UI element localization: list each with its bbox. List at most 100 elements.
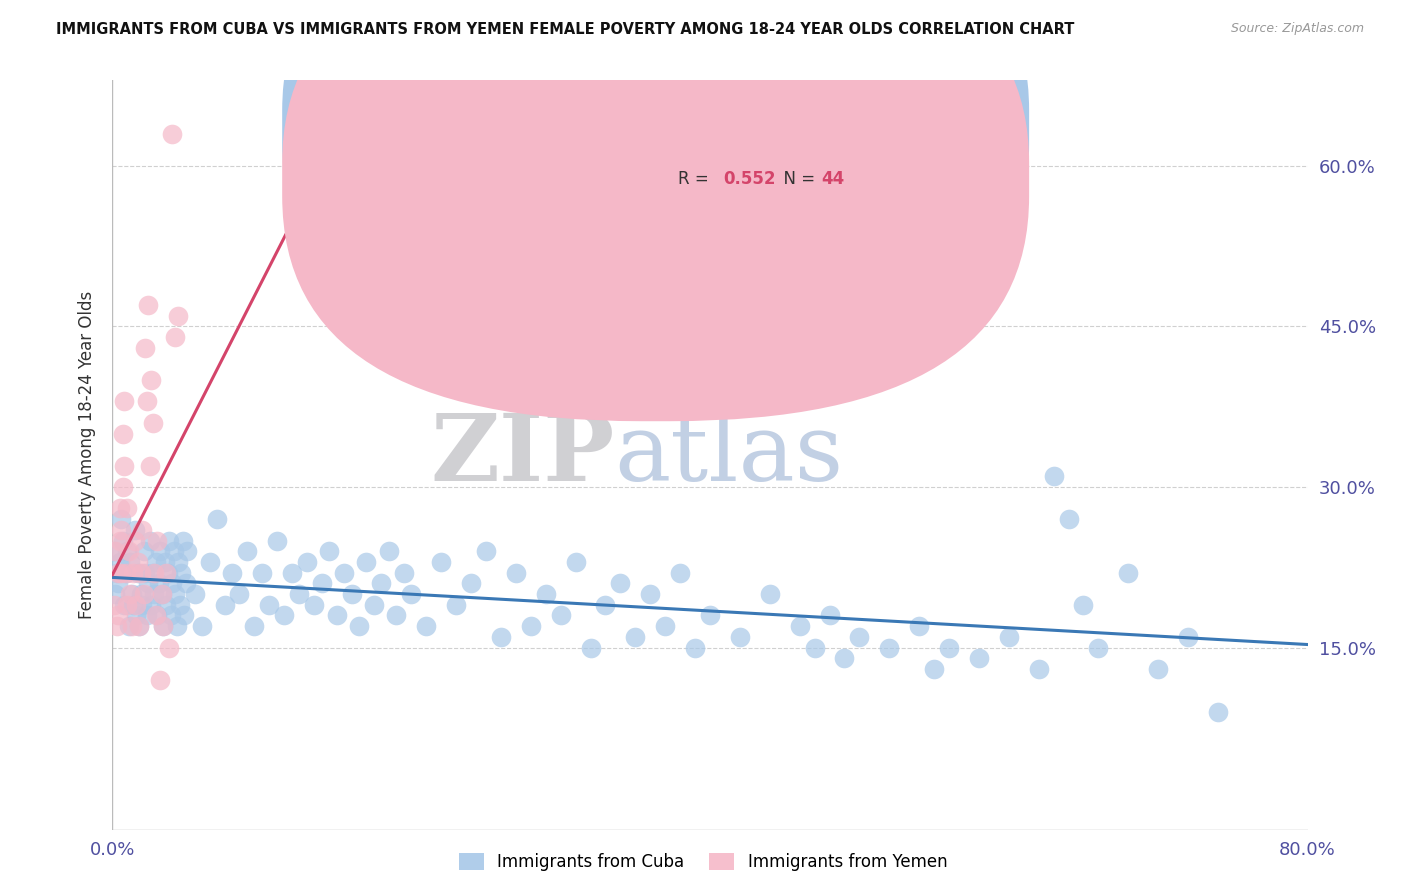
Point	[259, 598, 281, 612]
Text: -0.303: -0.303	[720, 118, 779, 136]
Point	[460, 576, 482, 591]
Point	[152, 619, 174, 633]
Point	[183, 587, 205, 601]
Point	[475, 544, 498, 558]
Point	[111, 533, 134, 548]
Point	[131, 598, 153, 612]
Point	[325, 608, 347, 623]
Point	[759, 587, 782, 601]
Point	[122, 598, 145, 612]
Point	[108, 533, 131, 548]
Point	[728, 630, 751, 644]
Point	[340, 587, 363, 601]
Point	[392, 566, 415, 580]
Point	[120, 555, 142, 569]
Point	[378, 544, 401, 558]
Point	[121, 587, 143, 601]
Point	[654, 619, 676, 633]
Point	[174, 576, 197, 591]
Point	[149, 673, 172, 687]
Point	[107, 566, 129, 580]
Point	[167, 555, 190, 569]
Point	[127, 566, 149, 580]
Point	[150, 587, 173, 601]
Point	[155, 566, 177, 580]
Point	[347, 619, 370, 633]
Point	[141, 598, 163, 612]
Point	[415, 619, 437, 633]
Point	[624, 630, 647, 644]
Point	[579, 640, 602, 655]
Point	[115, 566, 138, 580]
Point	[138, 298, 160, 312]
Point	[243, 619, 266, 633]
Point	[236, 544, 259, 558]
Point	[108, 555, 131, 569]
Point	[176, 544, 198, 558]
Point	[124, 533, 146, 548]
Point	[118, 544, 141, 558]
Point	[1073, 598, 1095, 612]
Point	[115, 566, 138, 580]
Point	[146, 533, 169, 548]
Point	[134, 566, 156, 580]
Point	[127, 555, 149, 569]
Point	[669, 566, 692, 580]
Point	[401, 587, 423, 601]
Point	[125, 598, 148, 612]
Point	[1042, 469, 1064, 483]
FancyBboxPatch shape	[620, 92, 907, 223]
Point	[370, 576, 392, 591]
Point	[191, 619, 214, 633]
Point	[141, 373, 163, 387]
Point	[1206, 705, 1229, 719]
Point	[998, 630, 1021, 644]
Point	[124, 523, 146, 537]
Point	[155, 598, 177, 612]
Point	[107, 608, 129, 623]
Point	[121, 619, 143, 633]
Point	[132, 544, 155, 558]
Point	[114, 598, 135, 612]
Point	[103, 544, 125, 558]
Point	[172, 533, 194, 548]
Point	[564, 555, 586, 569]
Point	[273, 608, 295, 623]
Point	[165, 587, 187, 601]
Point	[505, 566, 527, 580]
Point	[134, 341, 156, 355]
Point	[135, 394, 157, 409]
Point	[489, 630, 512, 644]
Point	[1177, 630, 1199, 644]
Text: ZIP: ZIP	[430, 410, 614, 500]
Point	[129, 566, 152, 580]
Point	[170, 566, 193, 580]
Point	[534, 587, 557, 601]
Point	[683, 640, 706, 655]
Point	[152, 619, 174, 633]
Point	[110, 523, 132, 537]
Point	[250, 566, 273, 580]
Text: 115: 115	[821, 118, 856, 136]
Point	[117, 598, 139, 612]
Point	[132, 587, 155, 601]
Point	[228, 587, 250, 601]
Point	[595, 598, 617, 612]
Point	[848, 630, 870, 644]
Point	[111, 480, 134, 494]
Point	[333, 566, 356, 580]
Point	[120, 587, 142, 601]
Point	[114, 458, 135, 473]
Point	[125, 608, 148, 623]
Point	[149, 544, 172, 558]
Text: N =: N =	[773, 118, 821, 136]
Text: R =: R =	[678, 118, 714, 136]
Point	[157, 640, 180, 655]
Point	[157, 533, 180, 548]
Point	[111, 426, 134, 441]
Point	[105, 619, 128, 633]
Point	[110, 512, 132, 526]
Text: N =: N =	[773, 170, 821, 188]
Point	[145, 555, 167, 569]
Point	[129, 587, 152, 601]
